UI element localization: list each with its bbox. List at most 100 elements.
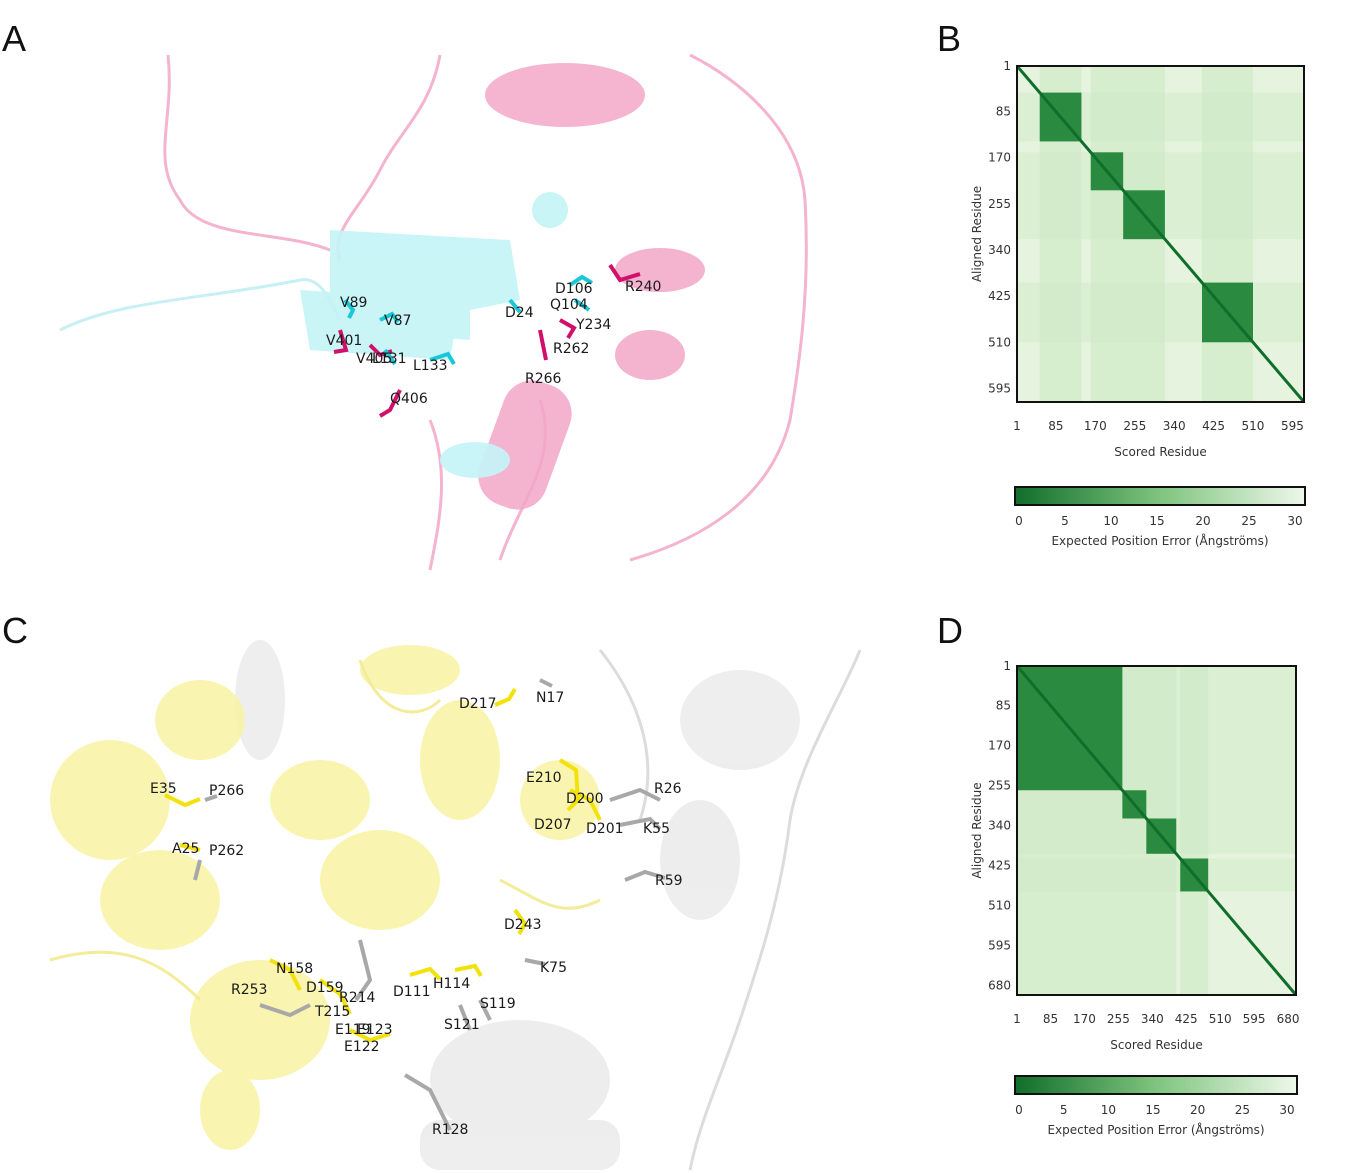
residue-label: N158 — [276, 961, 313, 977]
x-tick-label: 255 — [1123, 419, 1146, 433]
y-tick-label: 680 — [988, 979, 1011, 993]
pink-helices — [478, 63, 705, 510]
colorbar-tick-label: 20 — [1195, 514, 1210, 528]
residue-label: L133 — [413, 358, 448, 374]
x-tick-label: 1 — [1013, 419, 1021, 433]
residue-label: D201 — [586, 821, 624, 837]
x-tick-label: 595 — [1243, 1012, 1266, 1026]
residue-label: D243 — [504, 917, 542, 933]
grey-loops — [598, 649, 862, 1171]
residue-label: A25 — [172, 841, 199, 857]
residue-label: V401 — [326, 333, 362, 349]
residue-label: V405 — [356, 351, 392, 367]
y-tick-label: 595 — [988, 939, 1011, 953]
residue-label: Q406 — [390, 391, 428, 407]
colorbar-tick-label: 15 — [1145, 1103, 1160, 1117]
residue-label: V87 — [384, 313, 411, 329]
y-tick-label: 425 — [988, 289, 1011, 303]
residue-sticks-a — [333, 263, 641, 418]
panel-letter-b: B — [937, 18, 962, 59]
x-axis-title: Scored Residue — [1110, 1038, 1202, 1052]
x-tick-label: 680 — [1277, 1012, 1300, 1026]
residue-label: D159 — [306, 980, 344, 996]
y-tick-label: 170 — [988, 151, 1011, 165]
residue-label: T215 — [314, 1004, 350, 1020]
cyan-sheet — [300, 192, 568, 478]
x-tick-label: 85 — [1048, 419, 1063, 433]
heatmap-diagonal — [1015, 65, 1306, 403]
colorbar-title: Expected Position Error (Ångströms) — [1051, 533, 1268, 548]
residue-label: H114 — [433, 976, 470, 992]
yellow-chain — [50, 645, 600, 1150]
residue-label: S121 — [444, 1017, 480, 1033]
residue-label: E122 — [344, 1039, 380, 1055]
x-tick-label: 425 — [1175, 1012, 1198, 1026]
labels-panel-a: V89 V87 V401 V405 L131 L133 Q406 D24 D10… — [326, 279, 661, 407]
x-axis-title: Scored Residue — [1114, 445, 1206, 459]
residue-label: R128 — [432, 1122, 468, 1138]
colorbar-tick-label: 20 — [1190, 1103, 1205, 1117]
heatmap-stripe — [1201, 66, 1253, 402]
residue-label: P262 — [209, 843, 244, 859]
colorbar-tick-label: 0 — [1015, 1103, 1023, 1117]
residue-label: R26 — [654, 781, 682, 797]
y-tick-label: 1 — [1003, 59, 1011, 73]
colorbar-tick-label: 30 — [1279, 1103, 1294, 1117]
heatmap-stripe — [1017, 858, 1296, 892]
x-tick-label: 255 — [1107, 1012, 1130, 1026]
residue-label: P266 — [209, 783, 244, 799]
y-tick-label: 425 — [988, 859, 1011, 873]
residue-label: E119 — [335, 1022, 371, 1038]
y-tick-label: 85 — [996, 105, 1011, 119]
x-tick-label: 85 — [1043, 1012, 1058, 1026]
residue-label: Q104 — [550, 297, 588, 313]
y-axis-title: Aligned Residue — [970, 186, 984, 282]
y-tick-label: 510 — [988, 899, 1011, 913]
residue-label: E210 — [526, 770, 562, 786]
residue-label: S119 — [480, 996, 516, 1012]
colorbar-tick-label: 15 — [1149, 514, 1164, 528]
colorbar-tick-label: 10 — [1103, 514, 1118, 528]
x-tick-label: 425 — [1202, 419, 1225, 433]
x-tick-label: 510 — [1209, 1012, 1232, 1026]
colorbar — [1014, 1075, 1298, 1095]
heatmap-diagonal — [1015, 665, 1298, 996]
y-tick-label: 255 — [988, 779, 1011, 793]
residue-label: E123 — [357, 1022, 393, 1038]
labels-panel-c: D217 N17 E210 D200 R26 D207 D201 K55 R59… — [150, 690, 683, 1138]
heatmap-stripe — [1017, 282, 1304, 343]
colorbar-tick-label: 30 — [1287, 514, 1302, 528]
residue-label: E35 — [150, 781, 177, 797]
residue-label: D24 — [505, 305, 534, 321]
residue-label: K75 — [540, 960, 567, 976]
residue-sticks-c — [164, 678, 666, 1131]
y-tick-label: 85 — [996, 699, 1011, 713]
y-tick-label: 255 — [988, 197, 1011, 211]
y-tick-label: 1 — [1003, 659, 1011, 673]
y-tick-label: 595 — [988, 381, 1011, 395]
residue-label: D111 — [393, 984, 431, 1000]
residue-label: R214 — [339, 990, 376, 1006]
colorbar-tick-label: 25 — [1241, 514, 1256, 528]
heatmap-stripe — [1180, 666, 1209, 995]
x-tick-label: 510 — [1242, 419, 1265, 433]
residue-label: K55 — [643, 821, 670, 837]
heatmap-frame — [1016, 65, 1305, 403]
colorbar-tick-label: 5 — [1060, 1103, 1068, 1117]
residue-label: V89 — [340, 295, 367, 311]
x-tick-label: 1 — [1013, 1012, 1021, 1026]
residue-label: R266 — [525, 371, 562, 387]
y-axis-title: Aligned Residue — [970, 782, 984, 878]
residue-label: R59 — [655, 873, 683, 889]
colorbar — [1014, 486, 1306, 506]
x-tick-label: 595 — [1281, 419, 1304, 433]
colorbar-tick-label: 5 — [1061, 514, 1069, 528]
y-tick-label: 340 — [988, 819, 1011, 833]
residue-label: D207 — [534, 817, 572, 833]
x-tick-label: 170 — [1073, 1012, 1096, 1026]
y-tick-label: 340 — [988, 243, 1011, 257]
colorbar-tick-label: 25 — [1235, 1103, 1250, 1117]
